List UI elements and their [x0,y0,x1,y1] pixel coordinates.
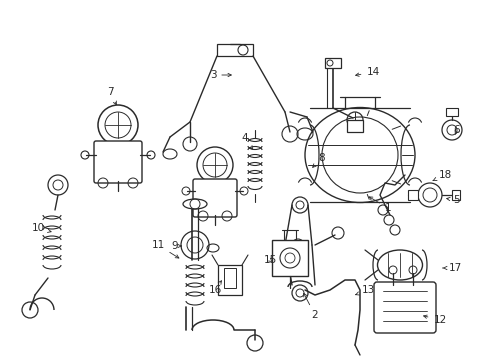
Text: 9: 9 [171,241,181,251]
Text: 13: 13 [355,285,374,295]
Text: 18: 18 [432,170,451,181]
FancyBboxPatch shape [193,179,237,217]
Bar [217,44,252,56]
Text: 6: 6 [453,125,459,135]
Text: 15: 15 [263,255,276,265]
Bar [407,190,417,200]
Text: 8: 8 [312,153,325,167]
Bar [224,268,236,288]
Text: 3: 3 [209,70,231,80]
FancyBboxPatch shape [94,141,142,183]
Text: 11: 11 [151,240,179,258]
Bar [325,58,340,68]
Bar [218,265,242,295]
Text: 2: 2 [303,293,318,320]
Ellipse shape [183,199,206,209]
Text: 14: 14 [355,67,379,77]
Text: 17: 17 [442,263,461,273]
Text: 5: 5 [446,195,459,205]
Bar [451,190,459,200]
Bar [271,240,307,276]
Text: 10: 10 [31,223,51,233]
Bar [346,120,362,132]
Text: 4: 4 [241,133,252,149]
Ellipse shape [377,250,422,280]
FancyBboxPatch shape [373,282,435,333]
Text: 16: 16 [208,281,221,295]
Text: 7: 7 [106,87,116,105]
Text: 12: 12 [423,315,446,325]
Text: 1: 1 [368,197,390,213]
Bar [445,108,457,116]
